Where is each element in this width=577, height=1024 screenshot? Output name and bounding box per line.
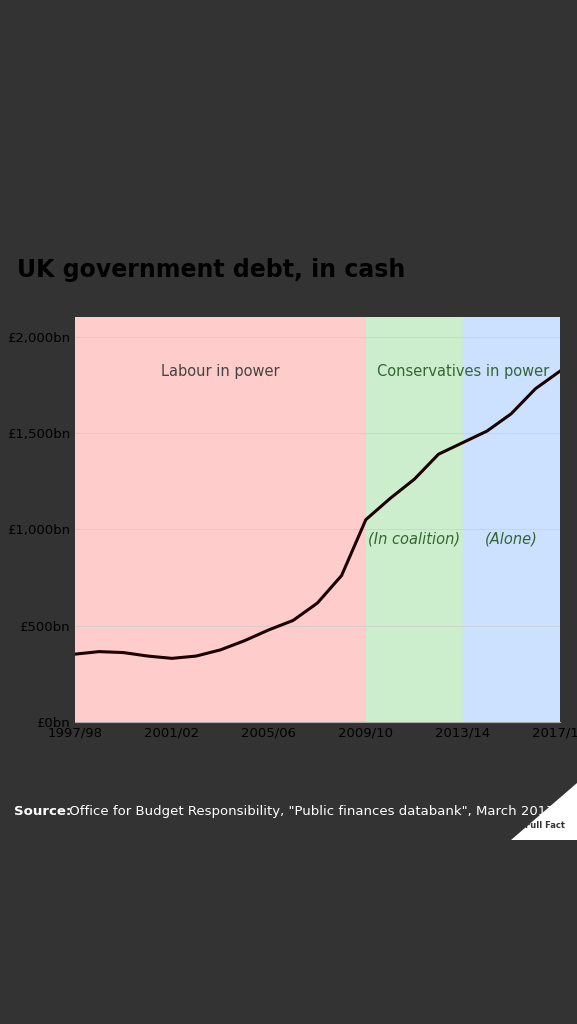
Text: Source:: Source: [14,805,72,818]
Text: Full Fact: Full Fact [525,820,565,829]
Text: (Alone): (Alone) [485,531,538,547]
Bar [75,317,366,722]
Bar [366,317,463,722]
Text: Conservatives in power: Conservatives in power [377,364,549,379]
Polygon shape [511,783,577,840]
Text: Office for Budget Responsibility, "Public finances databank", March 2017: Office for Budget Responsibility, "Publi… [65,805,554,818]
Bar [463,317,560,722]
Text: UK government debt, in cash: UK government debt, in cash [17,258,406,282]
Text: Public sector net debt, billions of pounds, not adjusted for inflation: Public sector net debt, billions of poun… [17,292,506,307]
Text: Labour in power: Labour in power [161,364,280,379]
Text: * Figures for 2016/17 and 2017/18 are forecasts: * Figures for 2016/17 and 2017/18 are fo… [17,783,301,797]
Text: (In coalition): (In coalition) [368,531,460,547]
